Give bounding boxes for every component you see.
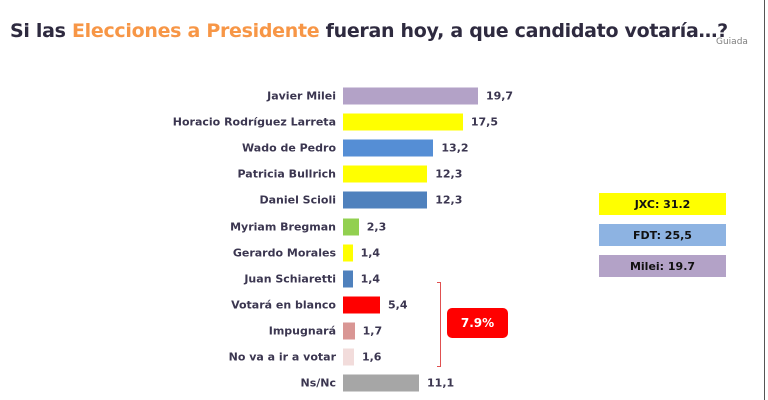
bar (343, 113, 463, 131)
category-label: Javier Milei (267, 89, 336, 103)
value-label: 2,3 (366, 220, 387, 233)
category-label: Impugnará (268, 324, 336, 338)
value-label: 19,7 (485, 89, 514, 103)
frame-border (764, 0, 765, 400)
bar (343, 270, 353, 288)
value-label: 11,1 (427, 376, 455, 390)
category-label: Juan Schiaretti (244, 272, 336, 286)
category-label: No va a ir a votar (228, 350, 336, 364)
bar (343, 296, 380, 314)
bar (343, 374, 420, 392)
value-label: 1,7 (362, 324, 383, 338)
value-label: 12,3 (435, 193, 463, 207)
bar (343, 165, 428, 183)
summary-box: Milei: 19.7 (599, 255, 726, 277)
annotation-total: 7.9% (447, 308, 508, 338)
value-label: 1,4 (360, 272, 381, 286)
bar (343, 191, 428, 209)
category-label: Ns/Nc (300, 376, 337, 390)
bar (343, 348, 354, 366)
value-label: 13,2 (441, 141, 469, 155)
summary-box: JXC: 31.2 (599, 193, 726, 215)
bar (343, 244, 353, 262)
page-title: Si las Elecciones a Presidente fueran ho… (10, 20, 728, 42)
value-label: 1,6 (361, 350, 382, 364)
value-label: 12,3 (435, 167, 463, 181)
title-highlight: Elecciones a Presidente (71, 20, 320, 42)
bar (343, 87, 478, 105)
category-label: Votará en blanco (231, 298, 336, 312)
title-text: fueran hoy, a que candidato votaría…? (319, 20, 729, 42)
category-label: Myriam Bregman (230, 220, 336, 233)
value-label: 5,4 (387, 298, 408, 312)
bar (343, 139, 434, 157)
title-text: Si las (10, 20, 72, 42)
bracket (437, 282, 441, 367)
value-label: 17,5 (470, 115, 499, 129)
summary-box: FDT: 25,5 (599, 224, 726, 246)
category-label: Patricia Bullrich (237, 167, 337, 181)
category-label: Wado de Pedro (242, 141, 336, 155)
category-label: Gerardo Morales (232, 246, 336, 260)
category-label: Daniel Scioli (259, 193, 336, 207)
bar (343, 218, 359, 235)
bar (343, 322, 355, 340)
value-label: 1,4 (360, 246, 381, 260)
subtitle: Guiada (716, 37, 748, 47)
category-label: Horacio Rodríguez Larreta (172, 115, 336, 129)
